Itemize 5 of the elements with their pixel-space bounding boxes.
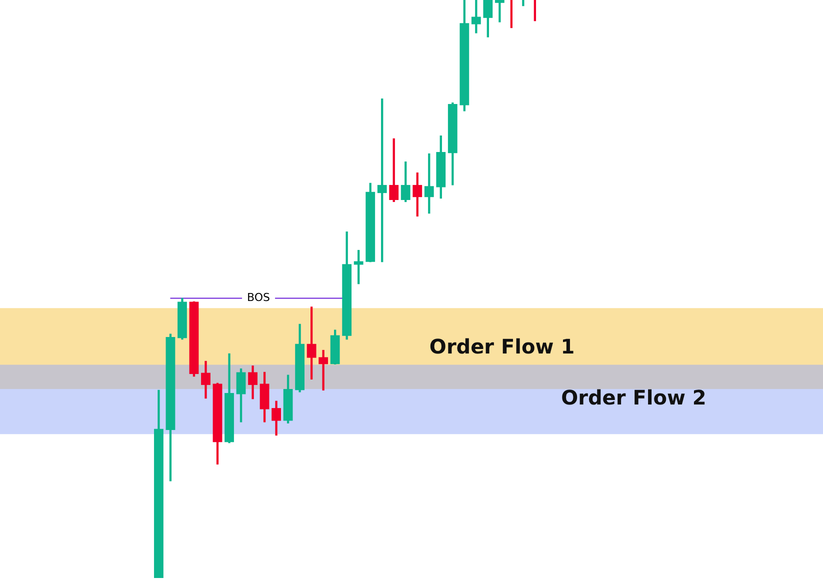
- band-label: Order Flow 1: [429, 334, 575, 359]
- candlestick: [494, 0, 504, 22]
- candlestick: [318, 350, 328, 390]
- band-label: Order Flow 2: [561, 386, 706, 410]
- ref-line-label: BOS: [247, 291, 270, 304]
